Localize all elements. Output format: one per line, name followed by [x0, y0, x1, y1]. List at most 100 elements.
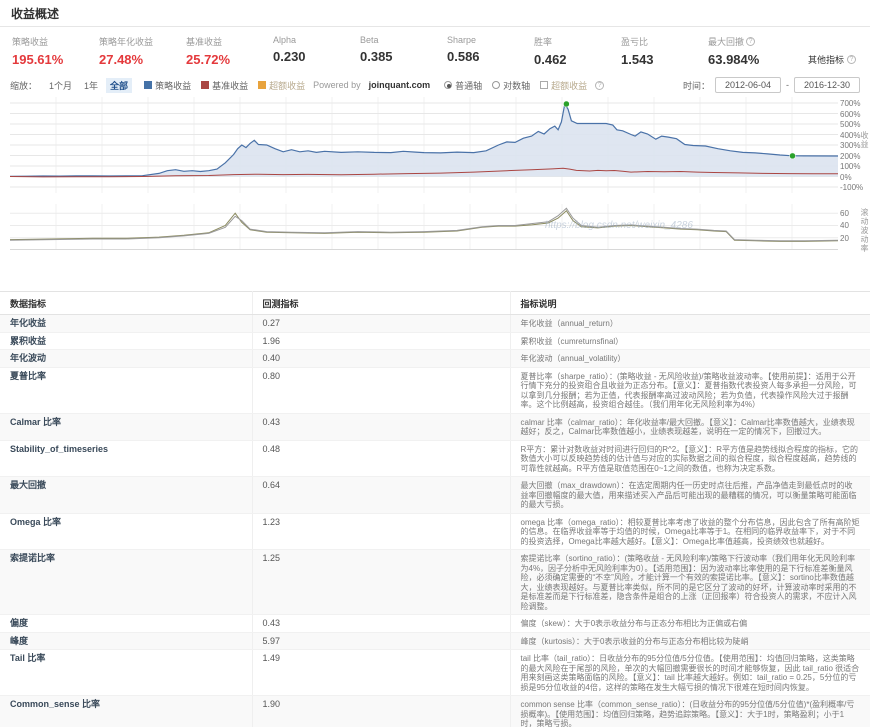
axis-option-普通轴[interactable]: 普通轴	[444, 79, 482, 92]
indicator-name-cell: 夏普比率	[0, 367, 253, 414]
table-row: Common_sense 比率 1.90 common sense 比率（commo…	[0, 695, 870, 727]
legend-label: 超额收益	[269, 80, 306, 91]
indicator-name-cell: 年化波动	[0, 349, 253, 368]
y-axis-tick: 700%	[840, 99, 861, 108]
legend-item[interactable]: 基准收益	[201, 79, 248, 92]
col-header-indicator-description: 指标说明	[510, 291, 870, 315]
indicator-name-cell: Omega 比率	[0, 513, 253, 550]
metric-value: 1.543	[621, 52, 654, 67]
indicator-name-cell: 偏度	[0, 614, 253, 633]
indicator-value-cell: 1.49	[252, 649, 511, 696]
indicator-description-cell: 偏度（skew）：大于0表示收益分布与正态分布相比为正偏或右偏	[510, 614, 870, 633]
indicator-value-cell: 0.64	[252, 476, 511, 514]
zoom-button-1个月[interactable]: 1个月	[49, 80, 73, 91]
table-row: 最大回撤 0.64 最大回撤（max_drawdown）：在选定周期内任一历史时点往…	[0, 476, 870, 514]
zoom-button-1年[interactable]: 1年	[84, 80, 99, 91]
sub-y-axis-title: 滚动波动率	[860, 208, 869, 253]
metric-value: 195.61%	[12, 52, 64, 67]
indicator-name-cell: Tail 比率	[0, 649, 253, 696]
indicator-value-cell: 0.27	[252, 314, 511, 333]
indicator-value-cell: 1.25	[252, 549, 511, 615]
table-row: 峰度 5.97 峰度（kurtosis）：大于0表示收益的分布与正态分布相比较为陡峭	[0, 632, 870, 650]
table-row: 年化波动 0.40 年化波动（annual_volatility）	[0, 349, 870, 368]
metric: 胜率 0.462	[534, 35, 621, 67]
legend-swatch-icon	[201, 81, 210, 89]
legend-label: 策略收益	[155, 80, 192, 91]
radio-icon[interactable]	[492, 81, 501, 89]
metric-value: 0.586	[447, 49, 480, 64]
extreme-point-marker-icon	[563, 100, 570, 108]
table-row: Calmar 比率 0.43 calmar 比率（calmar_ratio）：年化收…	[0, 413, 870, 441]
indicator-value-cell: 0.43	[252, 413, 511, 441]
returns-area-chart[interactable]	[10, 97, 838, 197]
metric: 策略收益 195.61%	[12, 35, 99, 67]
indicator-value-cell: 5.97	[252, 632, 511, 650]
indicator-description-cell: 最大回撤（max_drawdown）：在选定周期内任一历史时点往后推，产品净值走…	[510, 476, 870, 514]
checkbox-icon[interactable]	[540, 81, 549, 89]
indicator-description-cell: 年化收益（annual_return）	[510, 314, 870, 333]
axis-option-超额收益[interactable]: 超额收益	[540, 79, 587, 92]
metric: 最大回撤? 63.984%	[708, 35, 795, 67]
indicator-description-cell: common sense 比率（common_sense_ratio）：(日收益…	[510, 695, 870, 727]
date-from-input[interactable]	[715, 77, 781, 93]
y-axis-tick: 500%	[840, 120, 861, 129]
other-metrics-link[interactable]: 其他指标 ?	[808, 53, 856, 66]
metric-label: Beta	[360, 35, 379, 45]
help-icon[interactable]: ?	[847, 55, 856, 64]
legend-item[interactable]: 策略收益	[144, 79, 191, 92]
y-axis-tick: 40	[840, 221, 849, 231]
indicator-description-cell: 夏普比率（sharpe_ratio）：(策略收益 - 无风险收益)/策略收益波动…	[510, 367, 870, 414]
metric-value: 63.984%	[708, 52, 760, 67]
zoom-button-group: 1个月 1年 全部	[45, 77, 133, 93]
table-row: 夏普比率 0.80 夏普比率（sharpe_ratio）：(策略收益 - 无风险收益…	[0, 367, 870, 414]
legend-item[interactable]: 超额收益	[258, 79, 305, 92]
legend-label: 基准收益	[212, 80, 249, 91]
table-row: 索提诺比率 1.25 索提诺比率（sortino_ratio）：(策略收益 - 无风…	[0, 549, 870, 615]
legend-swatch-icon	[258, 81, 267, 89]
y-axis-tick: 100%	[840, 162, 861, 171]
indicator-value-cell: 1.96	[252, 332, 511, 350]
joinquant-brand-link[interactable]: joinquant.com	[368, 80, 431, 90]
metric-label: 胜率	[534, 37, 553, 47]
chart-legend: 策略收益 基准收益 超额收益	[144, 79, 305, 92]
metric-value: 0.230	[273, 49, 306, 64]
metric-value: 0.385	[360, 49, 393, 64]
axis-option-label: 超额收益	[551, 80, 588, 91]
metric-value: 25.72%	[186, 52, 231, 67]
y-axis-tick: -100%	[840, 183, 864, 192]
y-axis-tick: 300%	[840, 141, 861, 150]
metric: 基准收益 25.72%	[186, 35, 273, 67]
indicator-name-cell: 最大回撤	[0, 476, 253, 514]
y-axis-tick: 60	[840, 209, 849, 219]
date-to-input[interactable]	[794, 77, 860, 93]
indicator-name-cell: 峰度	[0, 632, 253, 650]
radio-icon[interactable]	[444, 81, 453, 89]
indicator-description-cell: 索提诺比率（sortino_ratio）：(策略收益 - 无风险利率)/策略下行…	[510, 549, 870, 615]
indicator-value-cell: 0.43	[252, 614, 511, 633]
indicator-value-cell: 0.40	[252, 349, 511, 368]
metric: Beta 0.385	[360, 35, 447, 67]
indicator-value-cell: 1.90	[252, 695, 511, 727]
metric-label: 策略年化收益	[99, 37, 154, 47]
time-range-group: 时间： -	[683, 77, 860, 93]
metric-value: 27.48%	[99, 52, 144, 67]
indicator-name-cell: Common_sense 比率	[0, 695, 253, 727]
indicator-name-cell: Stability_of_timeseries	[0, 440, 253, 477]
zoom-button-全部[interactable]: 全部	[106, 77, 133, 93]
chart-help-icon[interactable]: ?	[595, 80, 605, 90]
powered-by-label: Powered by	[313, 80, 361, 90]
axis-option-对数轴[interactable]: 对数轴	[492, 79, 530, 92]
col-header-backtest-indicator: 回测指标	[252, 291, 511, 315]
indicator-name-cell: Calmar 比率	[0, 413, 253, 441]
indicator-description-cell: R平方：累计对数收益对时间进行回归的R^2。【意义】：R平方值是趋势线拟合程度的…	[510, 440, 870, 477]
metric: Sharpe 0.586	[447, 35, 534, 67]
indicator-name-cell: 索提诺比率	[0, 549, 253, 615]
axis-option-group: 普通轴 对数轴 超额收益	[444, 79, 587, 92]
metric-label: 策略收益	[12, 37, 49, 47]
indicator-description-cell: 年化波动（annual_volatility）	[510, 349, 870, 368]
indicator-name-cell: 年化收益	[0, 314, 253, 333]
rolling-volatility-chart[interactable]	[10, 204, 838, 250]
indicator-description-cell: 峰度（kurtosis）：大于0表示收益的分布与正态分布相比较为陡峭	[510, 632, 870, 650]
help-icon[interactable]: ?	[746, 37, 756, 46]
metric: 策略年化收益 27.48%	[99, 35, 186, 67]
